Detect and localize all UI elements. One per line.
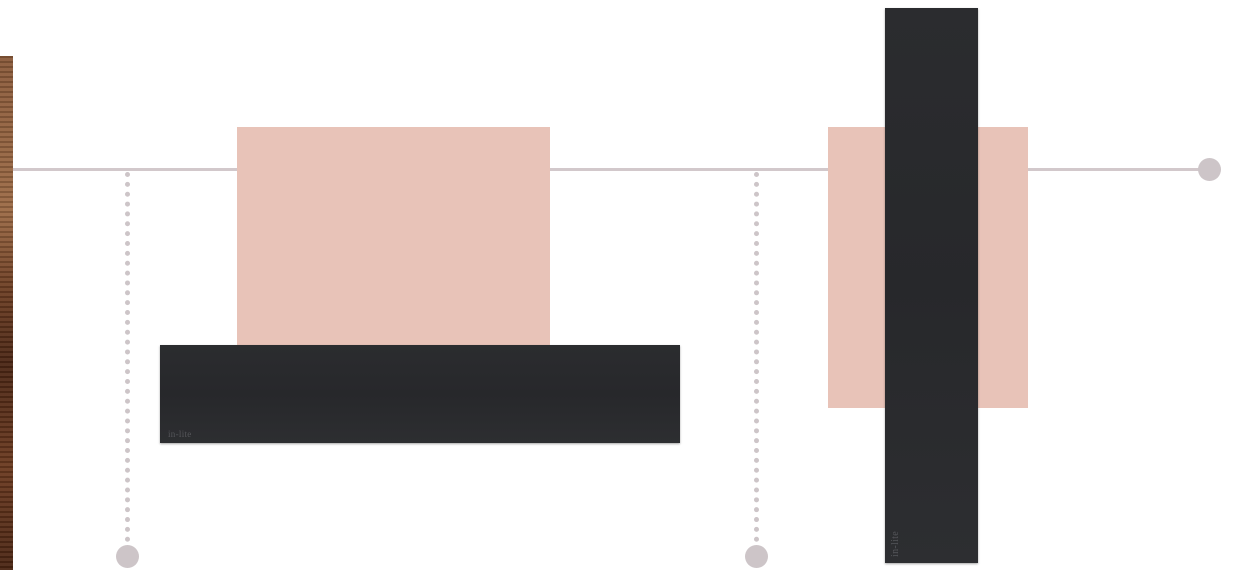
vertical-panel-brand: in-lite bbox=[890, 531, 901, 557]
left-guide-end-dot bbox=[116, 545, 139, 568]
guide-line-end-dot bbox=[1198, 158, 1221, 181]
horizontal-guide-line bbox=[13, 168, 1210, 171]
left-dotted-guide bbox=[125, 172, 130, 552]
vertical-dark-panel: in-lite bbox=[885, 8, 978, 563]
right-dotted-guide bbox=[754, 172, 759, 552]
right-guide-end-dot bbox=[745, 545, 768, 568]
horizontal-panel-brand: in-lite bbox=[168, 429, 192, 439]
horizontal-dark-panel: in-lite bbox=[160, 345, 680, 443]
pink-block-left bbox=[237, 127, 550, 347]
wood-surface-edge bbox=[0, 56, 13, 570]
